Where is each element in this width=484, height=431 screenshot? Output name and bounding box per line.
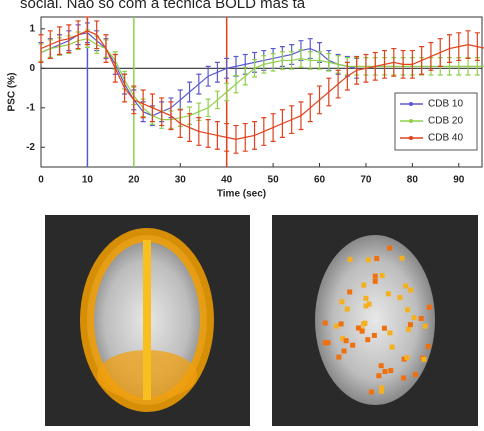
spot — [421, 357, 426, 362]
spot — [408, 288, 413, 293]
y-tick-label: 1 — [29, 23, 35, 34]
spot — [405, 307, 410, 312]
spot — [386, 291, 391, 296]
spot — [344, 338, 349, 343]
x-tick-label: 10 — [82, 175, 94, 186]
spot — [426, 344, 431, 349]
y-tick-label: -1 — [26, 102, 35, 113]
spot — [376, 373, 381, 378]
x-tick-label: 0 — [38, 175, 44, 186]
spot — [397, 295, 402, 300]
spot — [363, 303, 368, 308]
spot — [373, 274, 378, 279]
x-tick-label: 70 — [360, 175, 372, 186]
x-tick-label: 20 — [128, 175, 140, 186]
spot — [427, 305, 432, 310]
x-tick-label: 30 — [175, 175, 187, 186]
spot — [336, 355, 341, 360]
spot — [323, 340, 328, 345]
figure: social. Não só com a técnica BOLD mas ta… — [0, 0, 484, 426]
spot — [412, 315, 417, 320]
spot — [423, 324, 428, 329]
spot — [387, 330, 392, 335]
spot — [382, 369, 387, 374]
legend-marker — [409, 119, 413, 123]
spot — [342, 349, 347, 354]
legend-label: CDB 40 — [428, 133, 463, 144]
spot — [379, 389, 384, 394]
x-tick-label: 60 — [314, 175, 326, 186]
spot — [356, 325, 361, 330]
legend-label: CDB 10 — [428, 99, 463, 110]
spot — [363, 296, 368, 301]
spot — [366, 257, 371, 262]
x-axis-label: Time (sec) — [217, 189, 266, 200]
spot — [406, 327, 411, 332]
spot — [374, 256, 379, 261]
spot — [350, 343, 355, 348]
spot — [419, 316, 424, 321]
x-tick-label: 90 — [453, 175, 465, 186]
spot — [339, 321, 344, 326]
spot — [403, 283, 408, 288]
spot — [401, 376, 406, 381]
spot — [323, 321, 328, 326]
legend-marker — [409, 102, 413, 106]
spot — [373, 279, 378, 284]
header-text: social. Não só com a técnica BOLD mas ta — [20, 0, 306, 12]
spot — [334, 324, 339, 329]
x-tick-label: 80 — [407, 175, 419, 186]
spot — [400, 256, 405, 261]
spot — [361, 283, 366, 288]
spot — [408, 322, 413, 327]
y-axis-label: PSC (%) — [7, 73, 18, 112]
page: social. Não só com a técnica BOLD mas ta… — [0, 0, 484, 431]
legend-marker — [409, 136, 413, 140]
spot — [380, 273, 385, 278]
spot — [387, 246, 392, 251]
x-tick-label: 50 — [268, 175, 280, 186]
spot — [388, 368, 393, 373]
legend-label: CDB 20 — [428, 116, 463, 127]
activation — [143, 240, 151, 400]
brain-images — [45, 215, 478, 426]
spot — [390, 345, 395, 350]
x-tick-label: 40 — [221, 175, 233, 186]
spot — [348, 257, 353, 262]
y-tick-label: -2 — [26, 142, 35, 153]
spot — [369, 389, 374, 394]
spot — [339, 299, 344, 304]
spot — [382, 326, 387, 331]
spot — [413, 372, 418, 377]
spot — [404, 355, 409, 360]
spot — [365, 337, 370, 342]
spot — [361, 321, 366, 326]
spot — [347, 289, 352, 294]
spot — [372, 333, 377, 338]
y-tick-label: 0 — [29, 63, 35, 74]
spot — [379, 363, 384, 368]
spot — [345, 307, 350, 312]
